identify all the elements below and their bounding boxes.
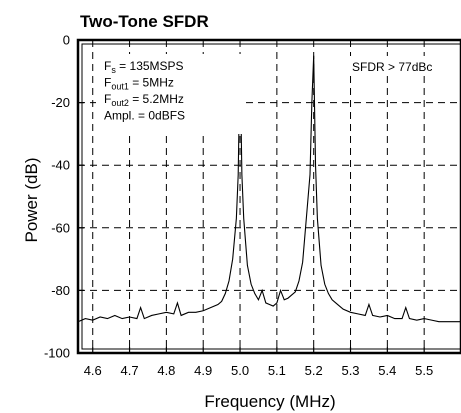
x-tick-label: 5.0: [231, 363, 249, 378]
x-tick-label: 5.4: [378, 363, 396, 378]
x-tick-label: 5.1: [268, 363, 286, 378]
x-tick-label: 4.8: [157, 363, 175, 378]
y-axis-ticks: 0 -20 -40 -60 -80 -100: [44, 33, 84, 361]
spectrum-trace: [77, 55, 461, 323]
y-tick-label: -80: [51, 283, 70, 298]
chart-title: Two-Tone SFDR: [80, 12, 209, 31]
y-axis-label: Power (dB): [22, 157, 41, 242]
y-tick-label: -60: [51, 220, 70, 235]
condition-line: Fs = 135MSPS: [104, 59, 184, 75]
plot-frame: [76, 38, 461, 355]
y-tick-label: -20: [51, 95, 70, 110]
x-axis-label: Frequency (MHz): [204, 392, 335, 411]
x-tick-label: 5.5: [415, 363, 433, 378]
sfdr-label-box: [348, 56, 454, 76]
x-tick-label: 4.9: [194, 363, 212, 378]
plot-inner-frame: [81, 43, 461, 350]
condition-line: Fout1 = 5MHz: [104, 76, 174, 92]
x-tick-label: 4.7: [121, 363, 139, 378]
sfdr-annotation: SFDR > 77dBc: [352, 60, 432, 74]
y-tick-label: -40: [51, 158, 70, 173]
conditions-box: [96, 54, 242, 134]
x-tick-label: 5.2: [305, 363, 323, 378]
x-axis-ticks: 4.6 4.7 4.8 4.9 5.0 5.1 5.2 5.3 5.4 5.5: [84, 347, 433, 378]
y-tick-label: -100: [44, 346, 70, 361]
y-tick-label: 0: [63, 33, 70, 48]
x-tick-label: 4.6: [84, 363, 102, 378]
condition-line: Fout2 = 5.2MHz: [104, 92, 184, 108]
condition-line: Ampl. = 0dBFS: [104, 109, 185, 123]
x-tick-label: 5.3: [341, 363, 359, 378]
